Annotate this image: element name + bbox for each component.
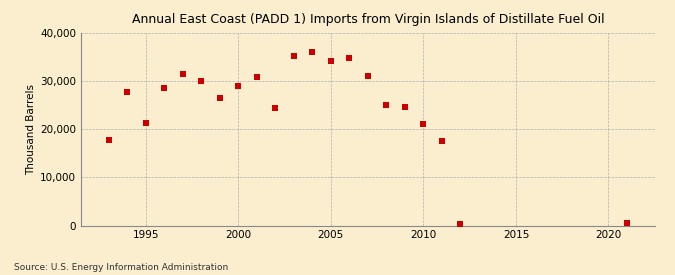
Point (196, 79, 207, 83)
Text: Source: U.S. Energy Information Administration: Source: U.S. Energy Information Administ… (14, 263, 227, 272)
Point (418, 122, 429, 127)
Point (437, 139, 448, 144)
Point (307, 50, 318, 54)
Point (215, 96, 225, 100)
Point (455, 221, 466, 226)
Point (622, 220, 632, 225)
Point (103, 138, 114, 142)
Point (344, 56, 355, 60)
Title: Annual East Coast (PADD 1) Imports from Virgin Islands of Distillate Fuel Oil: Annual East Coast (PADD 1) Imports from … (132, 13, 604, 26)
Point (325, 59, 336, 63)
Point (381, 103, 392, 107)
Point (251, 75, 262, 79)
Point (233, 84, 244, 88)
Point (140, 121, 151, 126)
Point (362, 74, 373, 79)
Y-axis label: Thousand Barrels: Thousand Barrels (26, 84, 36, 175)
Point (159, 86, 169, 90)
Point (288, 54, 299, 58)
Point (400, 104, 410, 109)
Point (270, 105, 281, 110)
Point (178, 72, 188, 76)
Point (122, 90, 133, 94)
